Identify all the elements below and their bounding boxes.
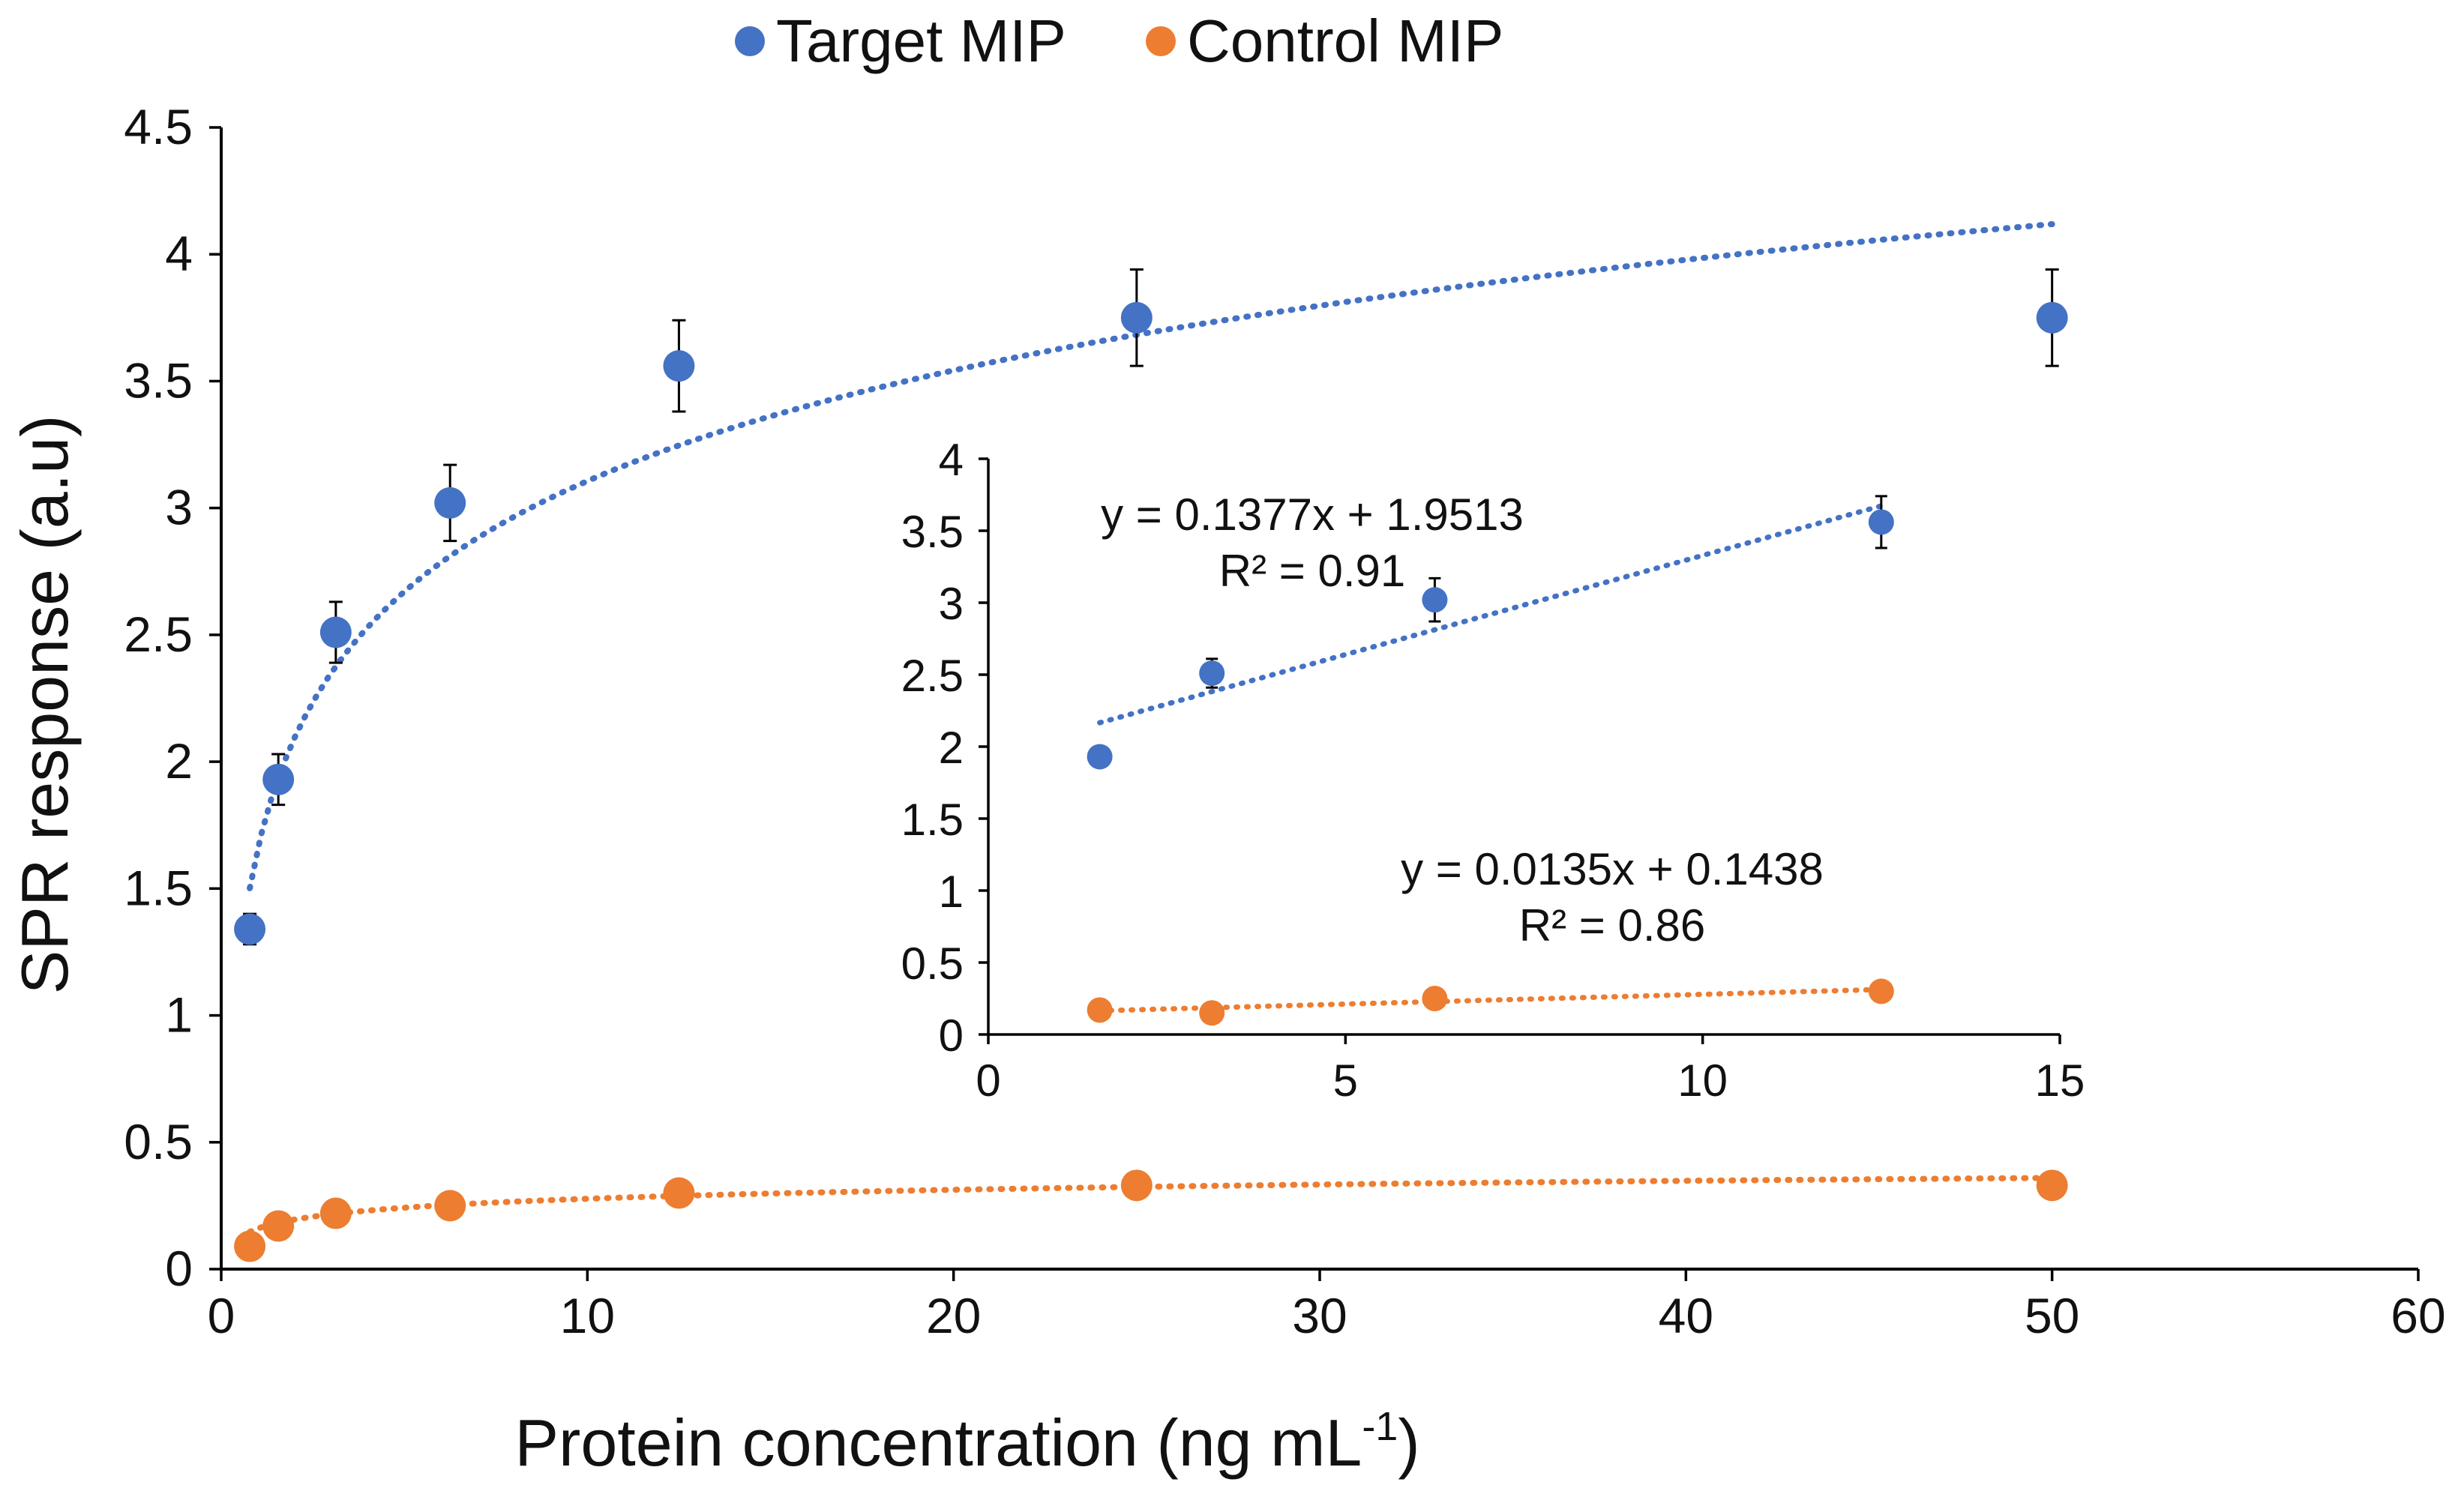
inset-target-point	[1087, 744, 1113, 770]
main-y-tick-label: 2.5	[124, 606, 193, 662]
legend-marker-target	[735, 26, 765, 56]
inset-data-points	[1087, 509, 1894, 1026]
main-control-point	[262, 1210, 295, 1242]
inset-target-r2: R² = 0.91	[1219, 546, 1405, 596]
main-y-tick-label: 2	[165, 733, 193, 789]
main-y-tick-label: 1	[165, 987, 193, 1043]
inset-control-point	[1087, 997, 1113, 1023]
main-target-trendline	[247, 221, 2055, 891]
main-y-tick-label: 0.5	[124, 1114, 193, 1169]
main-x-tick-label: 10	[560, 1288, 615, 1343]
main-target-point	[434, 487, 466, 519]
main-x-tick-label: 50	[2025, 1288, 2079, 1343]
y-axis-title: SPR response (a.u)	[7, 415, 82, 995]
inset-trendlines	[1097, 503, 1884, 1013]
main-y-tick-label: 4.5	[124, 99, 193, 154]
inset-x-tick-label: 10	[1677, 1055, 1728, 1106]
main-x-tick-label: 60	[2391, 1288, 2445, 1343]
inset-target-point	[1422, 587, 1448, 613]
legend: Target MIP Control MIP	[735, 7, 1503, 74]
x-axis-title: Protein concentration (ng mL-1)	[514, 1404, 1419, 1480]
main-data-points	[234, 301, 2068, 1262]
main-x-tick-label: 40	[1659, 1288, 1713, 1343]
inset-control-point	[1422, 986, 1448, 1011]
main-control-point	[319, 1197, 352, 1229]
legend-label-target: Target MIP	[776, 7, 1066, 74]
x-axis-title-superscript: -1	[1362, 1404, 1398, 1449]
main-target-point	[234, 913, 266, 945]
main-y-tick-label: 3.5	[124, 352, 193, 408]
main-control-point	[434, 1190, 466, 1222]
main-x-tick-label: 20	[926, 1288, 981, 1343]
inset-control-equation: y = 0.0135x + 0.1438	[1401, 844, 1824, 894]
inset-target-point	[1199, 660, 1225, 687]
inset-x-tick-label: 5	[1333, 1055, 1358, 1106]
main-control-point	[234, 1230, 266, 1262]
inset-x-tick-label: 15	[2035, 1055, 2085, 1106]
inset-y-tick-label: 2.5	[901, 651, 964, 701]
inset-control-r2: R² = 0.86	[1519, 900, 1705, 951]
main-control-point	[1120, 1169, 1153, 1202]
main-x-tick-label: 0	[208, 1288, 235, 1343]
inset-plot: 0 5 10 15 0 0.5 1 1.5 2 2.5 3 3.5 4 y = 0.1377x + 1.…	[901, 435, 2100, 1117]
inset-control-point	[1868, 978, 1894, 1004]
inset-y-tick-label: 1.5	[901, 795, 964, 845]
main-target-point	[1120, 301, 1153, 334]
inset-background	[930, 442, 2100, 1117]
inset-x-tick-label: 0	[976, 1055, 1000, 1106]
x-axis-title-main: Protein concentration (ng mL	[514, 1406, 1362, 1480]
legend-marker-control	[1146, 26, 1176, 56]
inset-target-point	[1868, 509, 1894, 535]
inset-control-point	[1199, 1000, 1225, 1026]
main-target-point	[2036, 301, 2068, 334]
inset-y-tick-label: 1	[939, 867, 964, 917]
inset-target-equation: y = 0.1377x + 1.9513	[1101, 490, 1524, 540]
main-y-tick-label: 1.5	[124, 860, 193, 915]
inset-y-tick-label: 2	[939, 723, 964, 773]
inset-y-tick-label: 4	[939, 435, 964, 485]
inset-tick-labels: 0 5 10 15 0 0.5 1 1.5 2 2.5 3 3.5 4	[901, 435, 2085, 1106]
main-y-tick-label: 4	[165, 226, 193, 281]
main-y-tick-label: 3	[165, 480, 193, 535]
main-y-tick-label: 0	[165, 1241, 193, 1296]
main-target-point	[262, 763, 295, 795]
main-control-point	[663, 1177, 695, 1209]
main-target-point	[663, 350, 695, 382]
x-axis-title-suffix: )	[1398, 1406, 1419, 1480]
inset-y-tick-label: 0.5	[901, 939, 964, 989]
main-x-tick-label: 30	[1292, 1288, 1347, 1343]
inset-y-tick-label: 3	[939, 579, 964, 629]
main-target-point	[319, 616, 352, 648]
inset-y-tick-label: 3.5	[901, 507, 964, 557]
inset-target-trendline	[1097, 503, 1884, 726]
main-control-point	[2036, 1169, 2068, 1202]
inset-y-tick-label: 0	[939, 1010, 964, 1061]
legend-label-control: Control MIP	[1187, 7, 1503, 74]
inset-control-trendline	[1097, 987, 1884, 1013]
